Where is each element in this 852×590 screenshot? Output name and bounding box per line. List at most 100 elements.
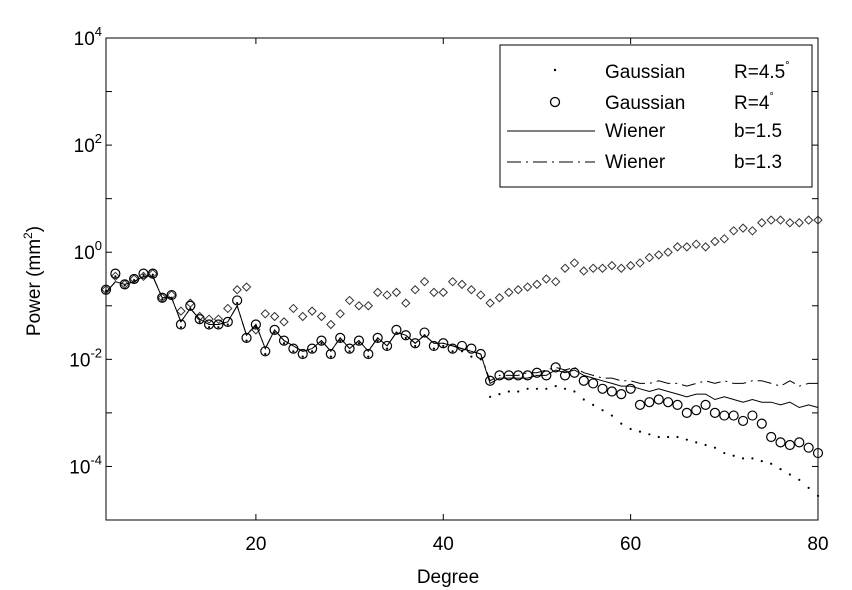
point-diamond_unlabeled (738, 223, 748, 233)
point-diamond_unlabeled (110, 271, 121, 282)
point-gaussian_r45 (282, 342, 286, 345)
point-gaussian_r4 (597, 383, 608, 394)
point-diamond_unlabeled (625, 260, 636, 271)
point-gaussian_r4 (756, 418, 767, 429)
point-gaussian_r45 (226, 323, 229, 326)
point-gaussian_r45 (348, 350, 351, 353)
point-gaussian_r4 (419, 327, 430, 338)
point-diamond_unlabeled (504, 287, 514, 298)
point-diamond_unlabeled (476, 290, 486, 300)
point-gaussian_r4 (578, 375, 589, 386)
point-gaussian_r45 (676, 435, 679, 439)
point-gaussian_r4 (344, 343, 355, 354)
point-gaussian_r45 (442, 344, 445, 348)
x-tick-label: 20 (245, 534, 266, 555)
point-diamond_unlabeled (485, 298, 495, 308)
point-gaussian_r45 (816, 494, 820, 497)
point-gaussian_r4 (812, 447, 824, 459)
point-diamond_unlabeled (644, 252, 655, 263)
point-gaussian_r4 (353, 335, 365, 346)
point-diamond_unlabeled (569, 258, 580, 268)
point-gaussian_r4 (522, 370, 533, 381)
legend-dot-marker (553, 68, 557, 72)
x-tick-label: 60 (620, 534, 641, 555)
point-diamond_unlabeled (672, 242, 683, 252)
point-diamond_unlabeled (597, 263, 608, 273)
point-gaussian_r4 (447, 343, 458, 354)
point-gaussian_r45 (470, 355, 473, 358)
point-gaussian_r45 (751, 457, 754, 460)
legend-entry-wiener-b13: Wiener b=1.3 (507, 152, 782, 173)
point-gaussian_r45 (385, 347, 389, 350)
point-diamond_unlabeled (223, 303, 233, 314)
point-gaussian_r4 (803, 442, 814, 453)
point-gaussian_r45 (610, 414, 613, 417)
point-gaussian_r4 (316, 335, 327, 346)
y-tick-exponent: 0 (95, 238, 102, 253)
x-tick-label: 40 (433, 534, 454, 555)
point-gaussian_r45 (657, 435, 660, 439)
point-gaussian_r45 (292, 350, 295, 353)
point-gaussian_r4 (307, 343, 318, 354)
y-tick-exponent: 2 (95, 131, 102, 146)
y-tick-base: 10 (74, 243, 95, 264)
point-gaussian_r45 (732, 454, 735, 457)
point-gaussian_r45 (582, 398, 585, 401)
point-diamond_unlabeled (316, 311, 327, 322)
point-gaussian_r45 (573, 390, 576, 393)
point-diamond_unlabeled (513, 285, 523, 295)
point-diamond_unlabeled (213, 314, 224, 324)
point-gaussian_r4 (709, 407, 721, 418)
point-gaussian_r4 (222, 316, 233, 327)
point-gaussian_r4 (681, 407, 692, 418)
legend-entry-gaussian-r45: Gaussian R=4.5° (553, 60, 790, 83)
point-gaussian_r45 (207, 326, 211, 329)
point-gaussian_r45 (545, 387, 548, 390)
point-gaussian_r45 (723, 451, 726, 455)
point-gaussian_r4 (644, 397, 655, 408)
point-gaussian_r45 (620, 422, 623, 425)
point-diamond_unlabeled (363, 301, 374, 311)
point-gaussian_r45 (114, 275, 117, 278)
series-line-wiener_b13 (105, 275, 818, 387)
point-gaussian_r4 (737, 415, 749, 427)
point-gaussian_r45 (339, 339, 342, 342)
point-gaussian_r4 (241, 332, 252, 344)
point-gaussian_r45 (329, 355, 332, 358)
y-tick-label: 102 (74, 131, 102, 157)
point-gaussian_r4 (119, 279, 130, 290)
legend-circle-marker (549, 96, 561, 108)
y-tick-label: 100 (74, 238, 102, 264)
point-diamond_unlabeled (700, 242, 711, 252)
point-gaussian_r45 (517, 390, 520, 393)
point-gaussian_r45 (788, 473, 791, 476)
point-gaussian_r45 (563, 387, 567, 390)
point-diamond_unlabeled (710, 236, 720, 247)
point-gaussian_r4 (194, 314, 205, 325)
legend-name: Wiener (605, 121, 666, 142)
point-gaussian_r4 (428, 340, 439, 352)
y-tick-base: 10 (74, 29, 95, 50)
point-gaussian_r4 (625, 383, 636, 394)
point-gaussian_r4 (100, 284, 112, 295)
point-gaussian_r4 (775, 437, 786, 448)
point-gaussian_r4 (466, 343, 477, 354)
legend-name: Gaussian (605, 93, 685, 114)
y-tick-base: 10 (69, 457, 90, 478)
point-gaussian_r45 (367, 355, 370, 358)
point-gaussian_r4 (269, 324, 280, 335)
point-diamond_unlabeled (719, 234, 730, 244)
point-gaussian_r4 (588, 378, 599, 389)
point-gaussian_r45 (460, 350, 464, 353)
point-gaussian_r4 (110, 268, 121, 279)
point-diamond_unlabeled (728, 226, 739, 236)
point-gaussian_r4 (278, 335, 290, 346)
point-gaussian_r45 (601, 409, 604, 412)
point-gaussian_r4 (784, 439, 795, 451)
point-diamond_unlabeled (391, 287, 402, 298)
point-diamond_unlabeled (541, 274, 552, 284)
point-diamond_unlabeled (401, 298, 411, 308)
point-diamond_unlabeled (766, 215, 776, 225)
point-gaussian_r45 (489, 395, 492, 398)
